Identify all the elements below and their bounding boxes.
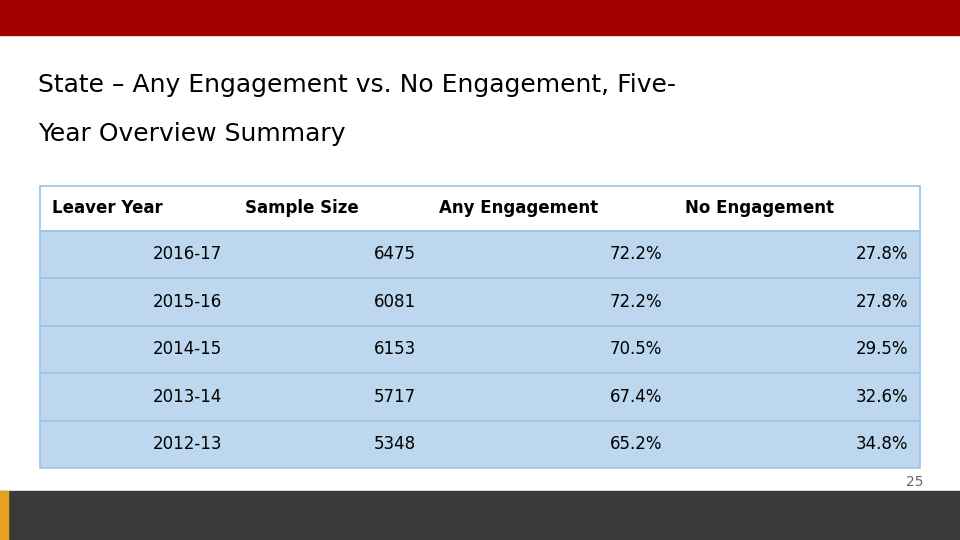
Bar — [40, 421, 920, 468]
Text: 2015-16: 2015-16 — [153, 293, 223, 311]
Text: State – Any Engagement vs. No Engagement, Five-: State – Any Engagement vs. No Engagement… — [38, 73, 677, 97]
Text: 34.8%: 34.8% — [855, 435, 908, 454]
Text: 67.4%: 67.4% — [610, 388, 662, 406]
Bar — [40, 278, 920, 326]
Text: 25: 25 — [906, 475, 924, 489]
Text: 70.5%: 70.5% — [610, 340, 662, 359]
Text: Sample Size: Sample Size — [246, 199, 359, 218]
Text: 29.5%: 29.5% — [855, 340, 908, 359]
Text: 5348: 5348 — [373, 435, 416, 454]
Text: 27.8%: 27.8% — [855, 293, 908, 311]
Text: Any Engagement: Any Engagement — [439, 199, 598, 218]
Text: 72.2%: 72.2% — [610, 293, 662, 311]
Bar — [40, 231, 920, 278]
Text: 6475: 6475 — [373, 245, 416, 264]
Text: 2013-14: 2013-14 — [153, 388, 223, 406]
Text: 2012-13: 2012-13 — [153, 435, 223, 454]
Text: 2014-15: 2014-15 — [153, 340, 223, 359]
Text: U: U — [917, 505, 934, 526]
Text: Leaver Year: Leaver Year — [52, 199, 162, 218]
Text: 6153: 6153 — [373, 340, 416, 359]
Bar — [40, 373, 920, 421]
Text: 72.2%: 72.2% — [610, 245, 662, 264]
Text: 6081: 6081 — [373, 293, 416, 311]
Text: No Engagement: No Engagement — [685, 199, 834, 218]
Text: 27.8%: 27.8% — [855, 245, 908, 264]
Text: 65.2%: 65.2% — [610, 435, 662, 454]
Text: 2016-17: 2016-17 — [153, 245, 223, 264]
Text: 5717: 5717 — [373, 388, 416, 406]
Text: 32.6%: 32.6% — [855, 388, 908, 406]
Bar — [40, 326, 920, 373]
Text: Center for Change in Transition Services | www.seattleu.edu/ccts | CC BY 4.0: Center for Change in Transition Services… — [17, 510, 444, 521]
Text: Year Overview Summary: Year Overview Summary — [38, 122, 346, 145]
Text: SEATTLE: SEATTLE — [811, 505, 911, 526]
Bar — [40, 186, 920, 231]
